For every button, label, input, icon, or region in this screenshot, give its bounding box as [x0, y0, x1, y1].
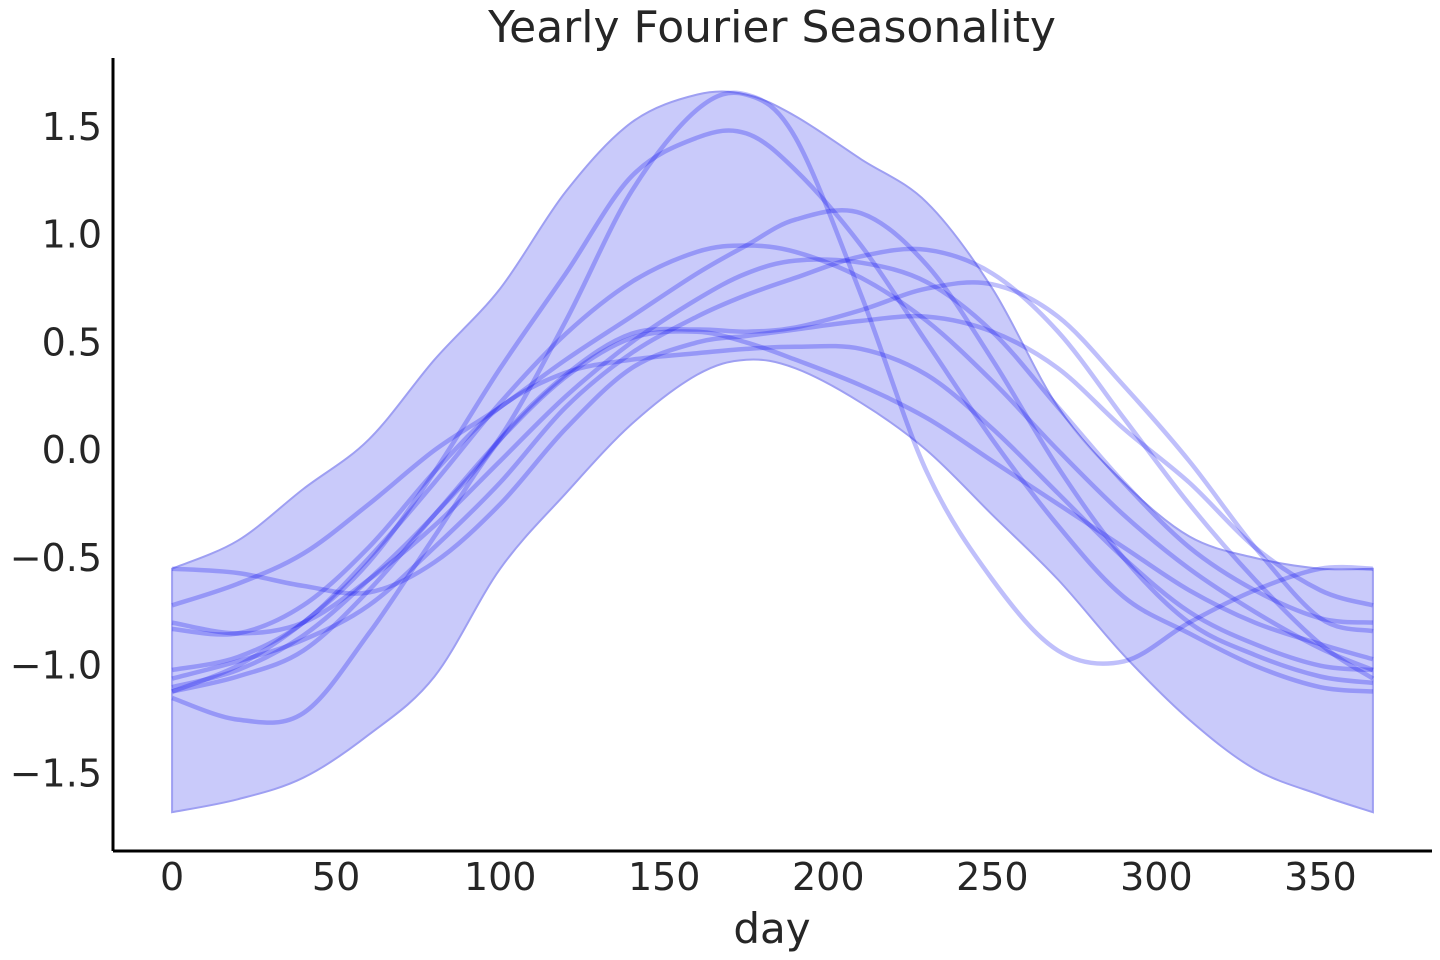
x-tick-label: 300 [1120, 855, 1193, 899]
x-tick-label: 100 [464, 855, 537, 899]
uncertainty-band-area [171, 90, 1374, 814]
y-tick-label: −1.5 [10, 751, 102, 795]
series-line-9 [171, 329, 1374, 694]
series-line-2 [171, 128, 1374, 694]
series-line-6 [171, 246, 1375, 681]
axes [111, 58, 1432, 853]
x-axis-title: day [733, 904, 810, 953]
x-tick-label: 0 [160, 855, 184, 899]
series-line-5 [171, 257, 1374, 636]
y-tick-label: 0.0 [42, 428, 102, 472]
y-tick-label: 1.0 [42, 213, 102, 257]
series-lines [171, 90, 1375, 725]
uncertainty-band [171, 90, 1374, 814]
series-line-3 [171, 208, 1374, 686]
series-line-8 [171, 280, 1374, 725]
x-tick-label: 50 [312, 855, 360, 899]
series-line-7 [171, 313, 1374, 608]
y-tick-label: 0.5 [42, 320, 102, 364]
series-line-4 [171, 243, 1374, 673]
x-tick-label: 150 [628, 855, 701, 899]
x-tick-label: 350 [1284, 855, 1357, 899]
series-line-10 [171, 343, 1374, 673]
x-tick-label: 200 [792, 855, 865, 899]
chart-title: Yearly Fourier Seasonality [487, 2, 1056, 53]
tick-labels: 0 50 100 150 200 250 300 350 1.5 1.0 0.5 0.0 −0.5 −1.… [10, 105, 1357, 899]
y-tick-label: −1.0 [10, 644, 102, 688]
y-tick-label: −0.5 [10, 536, 102, 580]
y-tick-label: 1.5 [42, 105, 102, 149]
series-line-1 [171, 90, 1373, 690]
x-tick-label: 250 [956, 855, 1029, 899]
